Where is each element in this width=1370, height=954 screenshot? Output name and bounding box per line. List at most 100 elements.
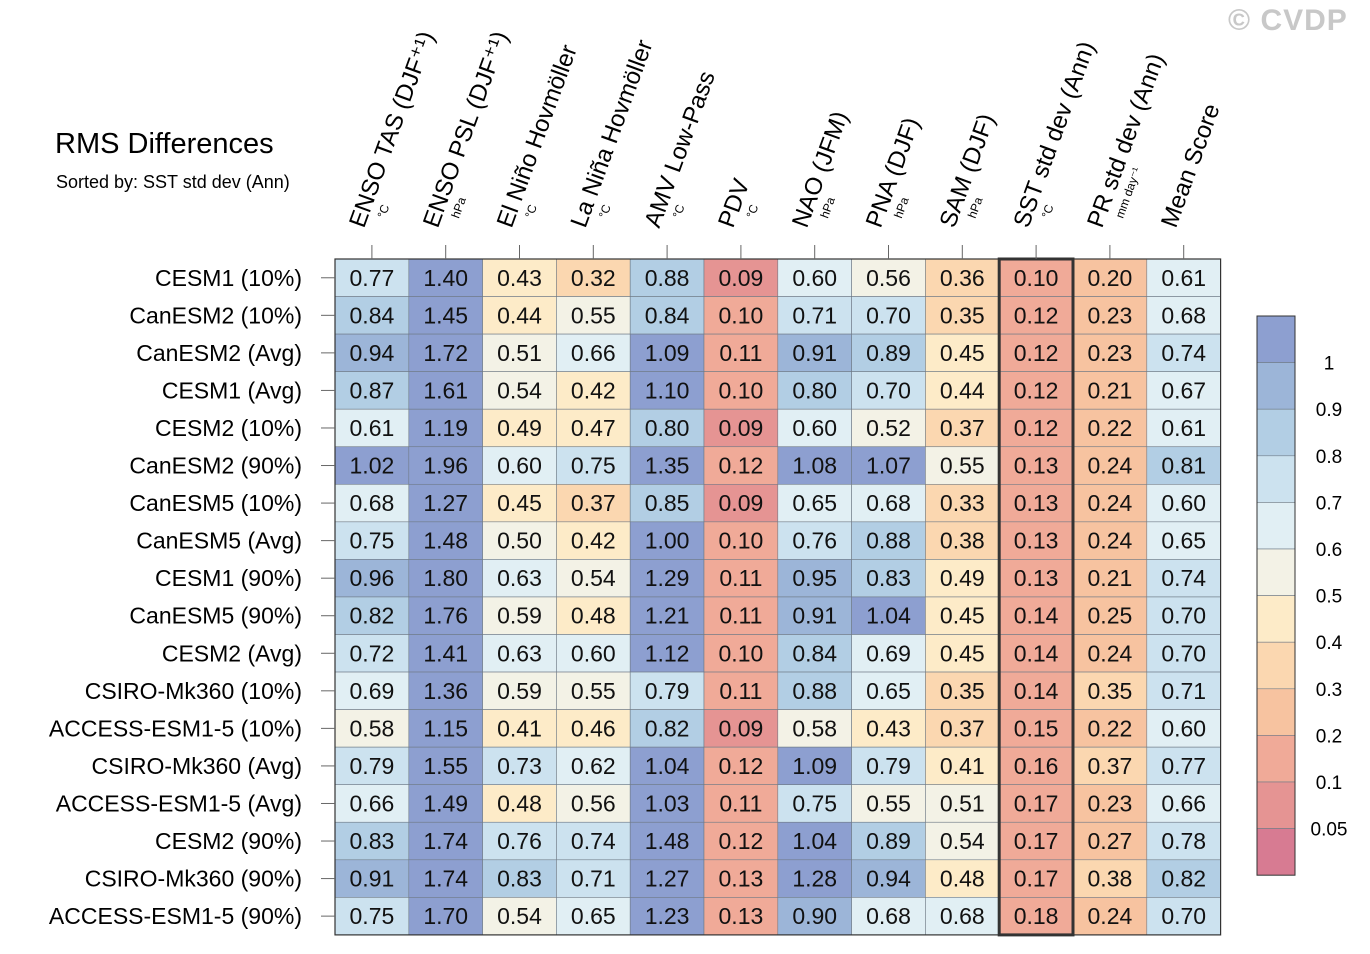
cell-value: 0.66	[1161, 790, 1206, 816]
cell-value: 1.04	[792, 828, 837, 854]
cell-value: 0.82	[350, 603, 395, 629]
cell-value: 0.44	[497, 302, 542, 328]
column-unit: °C	[522, 202, 540, 220]
cell-value: 1.74	[423, 866, 468, 892]
heatmap-cell	[334, 559, 410, 598]
cell-value: 0.43	[497, 265, 542, 291]
cell-value: 0.91	[350, 866, 395, 892]
heatmap-cell	[1146, 408, 1221, 448]
heatmap-cell	[1072, 596, 1148, 635]
cell-value: 0.82	[645, 715, 690, 741]
row-label: ACCESS-ESM1-5 (90%)	[49, 903, 302, 929]
grid-border	[334, 258, 1222, 936]
cell-value: 1.80	[423, 565, 468, 591]
cell-value: 0.60	[1161, 490, 1206, 516]
heatmap-cell	[703, 671, 779, 710]
heatmap-cell	[851, 559, 926, 598]
heatmap-cell	[925, 596, 1000, 635]
cell-value: 1.08	[792, 453, 837, 479]
cell-value: 1.40	[423, 265, 468, 291]
cell-value: 0.83	[497, 866, 542, 892]
cell-value: 0.73	[497, 753, 542, 779]
colorbar-label: 0.3	[1316, 680, 1342, 701]
heatmap-cell	[408, 559, 483, 598]
cell-value: 0.37	[940, 715, 985, 741]
colorbar-segment	[1256, 781, 1296, 829]
cell-value: 0.88	[866, 528, 911, 554]
heatmap-cell	[777, 333, 852, 372]
heatmap-cell	[925, 333, 1000, 372]
cell-value: 0.65	[571, 903, 616, 929]
chart-subtitle: Sorted by: SST std dev (Ann)	[56, 172, 290, 192]
heatmap-cell	[408, 371, 483, 410]
cell-value: 0.54	[940, 828, 985, 854]
heatmap-cell	[334, 333, 410, 372]
heatmap-cell	[556, 446, 631, 485]
cell-value: 0.44	[940, 377, 985, 403]
cell-value: 0.11	[719, 340, 762, 366]
row-label: CSIRO-Mk360 (Avg)	[92, 753, 302, 779]
cell-value: 1.49	[423, 790, 468, 816]
heatmap-cell	[482, 709, 557, 748]
row-label: CanESM5 (90%)	[129, 603, 302, 629]
heatmap-cell	[851, 446, 926, 485]
cell-value: 0.63	[497, 640, 542, 666]
row-label: CanESM2 (90%)	[129, 453, 302, 479]
cell-value: 0.70	[1161, 640, 1206, 666]
heatmap-cell	[851, 521, 926, 560]
cell-value: 0.14	[1014, 603, 1059, 629]
heatmap-cell	[703, 821, 779, 861]
heatmap-cell	[851, 596, 926, 635]
cell-value: 0.74	[1161, 565, 1206, 591]
column-unit: hPa	[448, 195, 469, 220]
cell-value: 1.76	[423, 603, 468, 629]
colorbar-segment	[1256, 362, 1296, 410]
heatmap-cell	[925, 897, 1000, 936]
cell-value: 1.72	[423, 340, 468, 366]
heatmap-cell	[482, 596, 557, 635]
column-unit: hPa	[891, 195, 912, 220]
cell-value: 0.24	[1088, 453, 1133, 479]
cell-value: 1.09	[645, 340, 690, 366]
colorbar-segment	[1256, 828, 1296, 876]
heatmap-cell	[629, 897, 705, 936]
cell-value: 0.75	[350, 903, 395, 929]
cell-value: 0.20	[1088, 265, 1133, 291]
heatmap-cell	[334, 408, 410, 448]
heatmap-cell	[408, 596, 483, 635]
heatmap-cell	[777, 296, 852, 335]
cell-value: 0.54	[497, 903, 542, 929]
row-label: CESM2 (90%)	[155, 828, 302, 854]
cell-value: 0.27	[1088, 828, 1133, 854]
heatmap-cell	[482, 634, 557, 673]
cell-value: 0.62	[571, 753, 616, 779]
cell-value: 0.18	[1014, 903, 1059, 929]
column-unit: °C	[1039, 202, 1057, 220]
cell-value: 0.14	[1014, 640, 1059, 666]
colorbar-label: 0.6	[1316, 540, 1342, 561]
heatmap-cell	[556, 483, 631, 523]
heatmap-cell	[925, 521, 1000, 560]
cell-value: 0.56	[866, 265, 911, 291]
column-label: El Niño Hovmöller	[492, 41, 583, 231]
cell-value: 0.21	[1088, 565, 1133, 591]
cell-value: 0.70	[1161, 603, 1206, 629]
heatmap-cell	[482, 671, 557, 710]
cell-value: 0.94	[350, 340, 395, 366]
heatmap-cell	[334, 446, 410, 485]
cell-value: 0.41	[940, 753, 985, 779]
heatmap-cell	[998, 859, 1074, 898]
heatmap-cell	[851, 671, 926, 710]
cvdp-watermark: © CVDP	[1228, 4, 1348, 37]
cell-value: 0.24	[1088, 640, 1133, 666]
heatmap-cell	[482, 821, 557, 861]
cell-value: 0.89	[866, 340, 911, 366]
heatmap-cell	[1146, 859, 1221, 898]
colorbar-label: 0.7	[1316, 493, 1342, 514]
cell-value: 0.12	[1014, 340, 1059, 366]
heatmap-cell	[1072, 521, 1148, 560]
cell-value: 1.00	[645, 528, 690, 554]
column-unit: °C	[670, 202, 688, 220]
heatmap-cell	[925, 859, 1000, 898]
